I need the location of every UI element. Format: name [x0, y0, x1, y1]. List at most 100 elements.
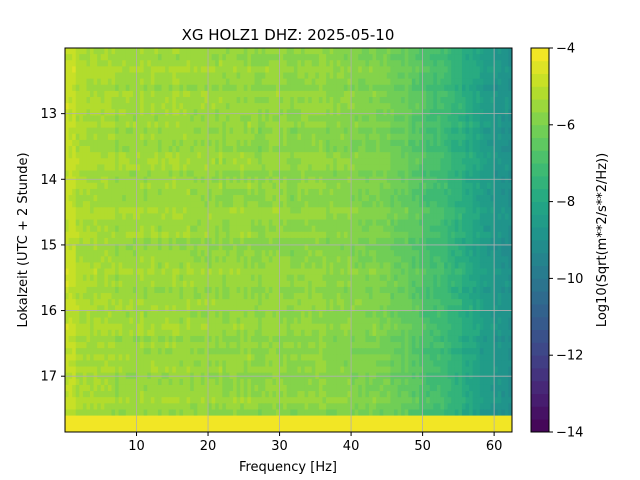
heatmap-cell [65, 176, 69, 184]
heatmap-cell [501, 225, 506, 233]
heatmap-cell [143, 78, 148, 86]
heatmap-cell [333, 109, 338, 116]
heatmap-cell [258, 286, 263, 294]
heatmap-cell [172, 60, 177, 67]
heatmap-cell [100, 158, 105, 165]
heatmap-cell [461, 54, 466, 61]
heatmap-cell [293, 176, 298, 184]
heatmap-cell [472, 146, 477, 153]
heatmap-cell [419, 84, 423, 92]
heatmap-cell [304, 280, 309, 288]
heatmap-cell [354, 78, 359, 86]
heatmap-cell [408, 250, 413, 257]
heatmap-cell [393, 188, 398, 196]
heatmap-cell [440, 280, 445, 288]
heatmap-cell [501, 164, 506, 171]
heatmap-cell [379, 219, 384, 227]
heatmap-cell [218, 219, 223, 227]
heatmap-cell [433, 176, 438, 184]
heatmap-cell [308, 207, 313, 214]
heatmap-cell [140, 195, 145, 202]
heatmap-cell [436, 127, 441, 135]
heatmap-cell [376, 256, 381, 263]
heatmap-cell [318, 72, 323, 80]
heatmap-cell [150, 256, 155, 263]
heatmap-cell [383, 170, 388, 178]
heatmap-cell [72, 152, 77, 159]
heatmap-cell [333, 152, 338, 159]
heatmap-cell [351, 207, 356, 214]
heatmap-cell [329, 109, 334, 116]
heatmap-cell [397, 127, 402, 135]
heatmap-cell [150, 201, 155, 208]
heatmap-cell [175, 201, 180, 208]
heatmap-cell [79, 54, 84, 61]
heatmap-cell [401, 78, 406, 86]
heatmap-cell [86, 84, 91, 92]
heatmap-cell [479, 195, 484, 202]
heatmap-cell [451, 213, 456, 220]
heatmap-cell [125, 48, 130, 55]
heatmap-cell [301, 66, 305, 73]
heatmap-cell [365, 66, 370, 73]
heatmap-cell [436, 182, 441, 190]
heatmap-cell [208, 164, 213, 171]
heatmap-cell [118, 244, 123, 251]
heatmap-cell [258, 121, 263, 129]
heatmap-cell [208, 225, 213, 233]
heatmap-cell [107, 256, 112, 263]
heatmap-cell [172, 262, 177, 269]
heatmap-cell [426, 97, 431, 104]
heatmap-cell [175, 60, 180, 67]
heatmap-cell [93, 262, 98, 269]
heatmap-cell [436, 201, 441, 208]
heatmap-cell [315, 268, 320, 276]
heatmap-cell [490, 188, 495, 196]
heatmap-cell [447, 164, 452, 171]
heatmap-cell [122, 231, 127, 239]
heatmap-cell [290, 72, 295, 80]
heatmap-cell [354, 182, 359, 190]
heatmap-cell [368, 90, 373, 98]
heatmap-cell [301, 225, 305, 233]
heatmap-cell [161, 262, 166, 269]
heatmap-cell [104, 103, 109, 110]
heatmap-cell [275, 146, 280, 153]
heatmap-cell [318, 213, 323, 220]
heatmap-cell [433, 90, 438, 98]
heatmap-cell [190, 170, 195, 178]
heatmap-cell [383, 250, 388, 257]
heatmap-cell [336, 213, 341, 220]
heatmap-cell [115, 286, 120, 294]
heatmap-cell [193, 188, 198, 196]
heatmap-cell [204, 115, 209, 122]
heatmap-cell [304, 250, 309, 257]
heatmap-cell [200, 256, 205, 263]
heatmap-cell [222, 274, 227, 282]
heatmap-cell [204, 170, 209, 178]
heatmap-cell [186, 219, 191, 227]
heatmap-cell [193, 66, 198, 73]
heatmap-cell [215, 225, 220, 233]
heatmap-cell [308, 219, 313, 227]
heatmap-cell [165, 60, 170, 67]
heatmap-cell [311, 152, 316, 159]
heatmap-cell [250, 103, 255, 110]
heatmap-cell [247, 262, 252, 269]
heatmap-cell [65, 127, 69, 135]
heatmap-cell [172, 109, 177, 116]
heatmap-cell [397, 231, 402, 239]
heatmap-cell [125, 115, 130, 122]
heatmap-cell [290, 115, 295, 122]
heatmap-cell [486, 133, 491, 141]
heatmap-cell [172, 158, 177, 165]
heatmap-cell [200, 60, 205, 67]
heatmap-cell [157, 231, 162, 239]
heatmap-cell [322, 195, 327, 202]
heatmap-cell [143, 84, 148, 92]
heatmap-cell [426, 115, 431, 122]
heatmap-cell [504, 268, 509, 276]
heatmap-cell [336, 244, 341, 251]
heatmap-cell [157, 274, 162, 282]
heatmap-cell [218, 250, 223, 257]
